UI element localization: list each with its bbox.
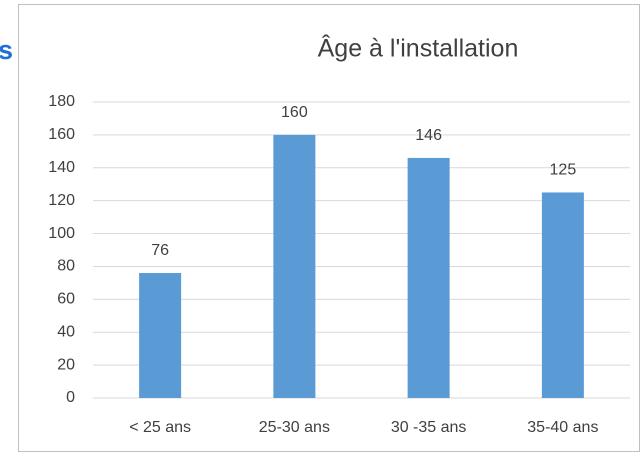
bar <box>407 157 450 398</box>
chart-frame <box>18 4 640 452</box>
y-tick-label: 120 <box>48 192 75 209</box>
bar <box>273 134 316 398</box>
data-label: 76 <box>151 242 169 259</box>
y-tick-label: 60 <box>57 291 75 308</box>
y-tick-label: 180 <box>48 93 75 110</box>
y-tick-label: 160 <box>48 126 75 143</box>
x-tick-label: 30 -35 ans <box>391 419 467 436</box>
y-tick-label: 80 <box>57 258 75 275</box>
data-label: 146 <box>415 127 442 144</box>
bar <box>541 192 584 398</box>
y-tick-label: 100 <box>48 225 75 242</box>
side-text: s <box>0 35 13 65</box>
data-label: 160 <box>281 104 308 121</box>
chart-title: Âge à l'installation <box>318 34 519 63</box>
y-tick-label: 40 <box>57 323 75 340</box>
y-tick-label: 0 <box>66 389 75 406</box>
y-tick-label: 20 <box>57 356 75 373</box>
bar <box>139 273 182 398</box>
x-tick-label: 35-40 ans <box>527 419 598 436</box>
y-tick-label: 140 <box>48 159 75 176</box>
data-label: 125 <box>550 162 577 179</box>
x-tick-label: 25-30 ans <box>259 419 330 436</box>
x-tick-label: < 25 ans <box>129 419 191 436</box>
